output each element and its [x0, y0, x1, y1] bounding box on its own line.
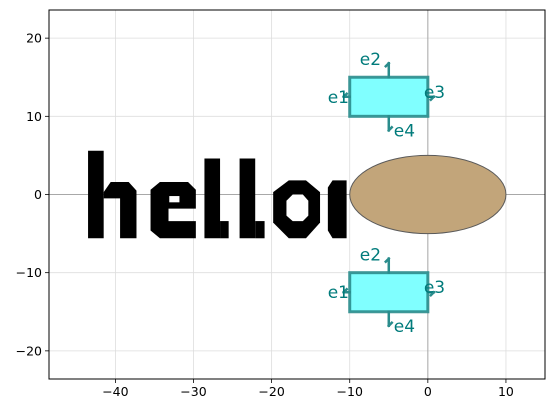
- glyph-l1-foot: [220, 221, 229, 239]
- shapes: [88, 150, 507, 239]
- component-2: e1 e2 e3 e4: [328, 246, 445, 337]
- y-tick-label: 20: [26, 31, 42, 46]
- hello-text-shape: [88, 150, 347, 239]
- port-arrow-e3: [426, 290, 436, 297]
- glyph-l1-stem: [204, 158, 221, 239]
- port-arrow-e2: [384, 61, 391, 79]
- x-tick-label: −20: [258, 384, 284, 399]
- ticks: −40 −30 −20 −10 0 10 −20 −10 0 10 20: [16, 31, 514, 399]
- y-tick-label: 10: [26, 109, 42, 124]
- port-label-e1: e1: [328, 283, 349, 303]
- glyph-partial: [327, 180, 347, 239]
- glyph-h-stem: [88, 150, 104, 239]
- glyph-o-counter: [286, 194, 309, 222]
- x-tick-label: 10: [498, 384, 514, 399]
- port-label-e3: e3: [424, 83, 445, 103]
- glyph-l2-foot: [255, 221, 265, 239]
- glyph-e: [150, 181, 196, 239]
- y-tick-label: −20: [16, 343, 42, 358]
- port-arrow-e3: [426, 95, 436, 102]
- y-tick-label: 0: [34, 187, 42, 202]
- glyph-l2-stem: [239, 158, 256, 239]
- component-body: [348, 75, 430, 118]
- port-arrow-e4: [387, 115, 394, 133]
- component-body: [348, 271, 430, 314]
- x-tick-label: −30: [180, 384, 206, 399]
- y-tick-label: −10: [16, 265, 42, 280]
- port-arrow-e1: [341, 287, 351, 294]
- x-tick-label: −10: [337, 384, 363, 399]
- component-1: e1 e2 e3 e4: [328, 50, 445, 141]
- glyph-e-counter: [169, 196, 180, 203]
- port-label-e4: e4: [394, 317, 415, 337]
- x-tick-label: −40: [102, 384, 128, 399]
- x-tick-label: 0: [424, 384, 432, 399]
- port-label-e1: e1: [328, 88, 349, 108]
- port-label-e3: e3: [424, 278, 445, 298]
- glyph-h-arch: [103, 181, 137, 239]
- port-arrow-e4: [387, 310, 394, 328]
- components: e1 e2 e3 e4 e1 e2 e3 e4: [328, 50, 445, 337]
- port-label-e2: e2: [360, 246, 381, 266]
- port-arrow-e1: [341, 92, 351, 99]
- ellipse-shape: [349, 154, 507, 235]
- port-label-e2: e2: [360, 50, 381, 70]
- port-arrow-e2: [384, 256, 391, 274]
- port-label-e4: e4: [394, 121, 415, 141]
